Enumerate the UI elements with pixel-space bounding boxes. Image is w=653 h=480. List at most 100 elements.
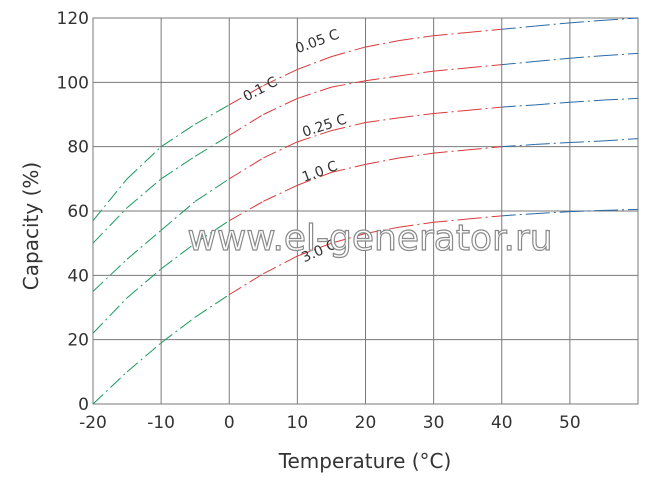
series-segment: [92, 258, 128, 292]
series-segment: [160, 123, 196, 148]
y-tick-label: 100: [57, 73, 89, 93]
series-segment: [331, 80, 366, 88]
series-segment: [160, 316, 196, 344]
series-segment: [569, 55, 604, 59]
series-segment: [467, 64, 502, 69]
series-line: [92, 97, 639, 292]
curve-label: 0.1 C: [241, 74, 281, 105]
y-axis-title: Capacity (%): [19, 162, 43, 290]
series-segment: [331, 233, 366, 244]
series-segment: [297, 86, 332, 99]
series-segment: [194, 134, 230, 157]
watermark: www.el-generator.ru: [187, 218, 552, 259]
series-segment: [467, 106, 502, 111]
series-segment: [126, 178, 162, 209]
series-segment: [126, 229, 162, 260]
series-line: [92, 52, 639, 244]
y-tick-label: 40: [67, 266, 89, 286]
series-segment: [92, 178, 128, 221]
series-segment: [92, 371, 128, 405]
x-tick-label: 30: [423, 413, 445, 433]
x-axis-title: Temperature (°C): [278, 449, 452, 473]
series-segment: [535, 57, 570, 62]
series-segment: [365, 117, 400, 124]
series-segment: [501, 143, 536, 148]
curve-label: 0.05 C: [293, 27, 341, 58]
series-segment: [263, 184, 298, 202]
y-tick-label: 20: [67, 331, 89, 351]
series-segment: [569, 19, 604, 24]
series-segment: [160, 242, 196, 270]
x-tick-label: 40: [491, 413, 513, 433]
plot-frame: [92, 17, 639, 405]
x-tick-label: -20: [79, 413, 107, 433]
series-segment: [501, 25, 536, 30]
x-tick-labels: -20 -10 0 10 20 30 40 50: [79, 413, 581, 433]
y-tick-label: 120: [57, 9, 89, 29]
series-segment: [535, 211, 570, 215]
curve-label: 1.0 C: [300, 158, 340, 186]
series-segment: [603, 138, 639, 142]
series-segment: [603, 97, 639, 101]
series-segment: [433, 31, 468, 37]
series-group: [92, 17, 639, 405]
series-segment: [263, 69, 298, 87]
series-segment: [331, 46, 366, 58]
series-segment: [365, 40, 400, 48]
x-tick-label: 50: [559, 413, 581, 433]
series-segment: [228, 157, 264, 180]
series-line: [92, 17, 639, 221]
series-segment: [501, 60, 536, 66]
series-segment: [160, 200, 196, 231]
series-segment: [263, 255, 298, 275]
series-segment: [535, 141, 570, 145]
series-segment: [331, 122, 366, 132]
series-segment: [92, 207, 128, 244]
series-segment: [194, 220, 230, 244]
series-segment: [501, 213, 536, 217]
series-segment: [194, 178, 230, 202]
series-segment: [228, 114, 264, 136]
series-segment: [399, 221, 434, 228]
series-segment: [399, 70, 434, 77]
series-segment: [229, 200, 264, 222]
series-segment: [467, 215, 502, 220]
series-segment: [467, 146, 502, 151]
y-tick-labels: 0 20 40 60 80 100 120: [57, 9, 89, 415]
y-tick-label: 0: [78, 395, 89, 415]
series-segment: [126, 146, 162, 180]
x-tick-label: 10: [287, 413, 309, 433]
series-segment: [399, 152, 434, 159]
series-segment: [399, 113, 434, 119]
series-segment: [297, 130, 332, 143]
series-segment: [160, 155, 196, 180]
series-segment: [229, 85, 264, 106]
series-segment: [569, 99, 604, 103]
series-segment: [297, 171, 332, 186]
series-segment: [603, 17, 639, 21]
series-segment: [365, 157, 400, 165]
series-segment: [365, 75, 400, 82]
series-segment: [433, 218, 468, 223]
curve-label: 0.25 C: [300, 112, 348, 141]
series-segment: [603, 208, 639, 211]
series-segment: [535, 101, 570, 106]
series-line: [92, 138, 639, 334]
x-tick-label: -10: [147, 413, 175, 433]
series-segment: [126, 268, 162, 299]
series-segment: [603, 52, 639, 57]
series-segment: [194, 104, 230, 125]
series-segment: [433, 109, 468, 115]
series-segment: [365, 226, 400, 235]
series-segment: [126, 342, 162, 373]
y-tick-label: 80: [67, 138, 89, 158]
series-segment: [433, 149, 468, 154]
series-segment: [263, 97, 298, 115]
series-segment: [331, 163, 366, 173]
series-segment: [297, 56, 332, 70]
series-segment: [569, 140, 604, 143]
x-tick-label: 20: [355, 413, 377, 433]
series-segment: [92, 297, 128, 334]
series-segment: [467, 28, 502, 33]
